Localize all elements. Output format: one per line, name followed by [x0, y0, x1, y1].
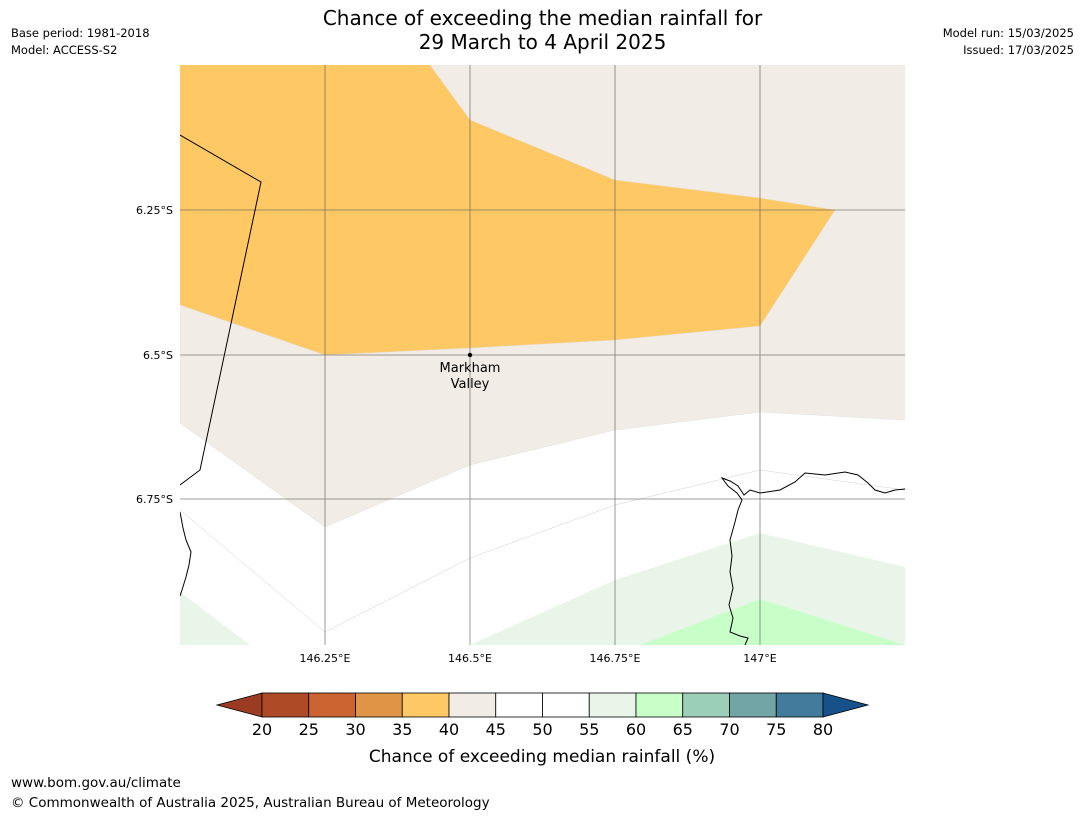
lat-label-6-25: 6.25°S — [136, 204, 173, 217]
base-period: Base period: 1981-2018 — [11, 26, 150, 40]
markham-valley-marker-icon — [467, 352, 473, 358]
footer-url: www.bom.gov.au/climate — [11, 775, 181, 791]
model-name: Model: ACCESS-S2 — [11, 43, 118, 57]
lat-label-6-5: 6.5°S — [143, 349, 173, 362]
colorbar-tick-label: 75 — [766, 720, 786, 739]
colorbar-cell — [401, 692, 450, 718]
lon-label-146-5: 146.5°E — [448, 652, 492, 665]
map-panel: Markham Valley — [180, 65, 905, 645]
colorbar-tick-label: 40 — [439, 720, 459, 739]
title-line-1: Chance of exceeding the median rainfall … — [322, 6, 763, 30]
colorbar-cell — [495, 692, 543, 718]
colorbar-cell — [588, 692, 637, 718]
contour-line-2 — [180, 411, 905, 528]
province-boundary — [180, 134, 262, 486]
colorbar-tick-label: 20 — [252, 720, 272, 739]
colorbar-cells — [261, 692, 824, 718]
colorbar-tick-label: 35 — [392, 720, 412, 739]
colorbar-cell — [542, 692, 590, 718]
issued-date: Issued: 17/03/2025 — [963, 43, 1074, 57]
title-line-2: 29 March to 4 April 2025 — [418, 30, 667, 54]
colorbar-tick-label: 80 — [813, 720, 833, 739]
lon-label-146-25: 146.25°E — [300, 652, 351, 665]
colorbar-cell — [308, 692, 356, 718]
colorbar-tick-label: 55 — [579, 720, 599, 739]
lon-label-146-75: 146.75°E — [590, 652, 641, 665]
colorbar-cell — [729, 692, 777, 718]
region-55-60-west — [180, 592, 250, 645]
colorbar-tick-label: 60 — [626, 720, 646, 739]
colorbar-over-arrow — [822, 692, 870, 718]
colorbar-cell — [682, 692, 730, 718]
footer-copyright: © Commonwealth of Australia 2025, Austra… — [11, 795, 490, 811]
lat-label-6-75: 6.75°S — [136, 493, 173, 506]
colorbar-cell — [355, 692, 403, 718]
coastline-east — [720, 471, 905, 645]
colorbar-tick-label: 25 — [299, 720, 319, 739]
map-title: Chance of exceeding the median rainfall … — [0, 6, 1085, 54]
region-60-65 — [640, 599, 905, 645]
place-label-line-2: Valley — [451, 377, 490, 392]
colorbar-tick-label: 30 — [345, 720, 365, 739]
colorbar-under-arrow — [215, 692, 263, 718]
coastline-west — [180, 511, 192, 597]
colorbar-cell — [448, 692, 497, 718]
colorbar-tick-label: 65 — [673, 720, 693, 739]
model-run: Model run: 15/03/2025 — [942, 26, 1074, 40]
meta-left: Base period: 1981-2018 Model: ACCESS-S2 — [11, 25, 150, 59]
colorbar-cell — [261, 692, 310, 718]
lon-label-147: 147°E — [743, 652, 776, 665]
contour-line-3 — [180, 65, 836, 356]
colorbar-cell — [775, 692, 824, 718]
colorbar-tick-label: 70 — [719, 720, 739, 739]
colorbar-cell — [635, 692, 684, 718]
place-label-line-1: Markham — [440, 361, 501, 376]
meta-right: Model run: 15/03/2025 Issued: 17/03/2025 — [943, 25, 1074, 59]
colorbar-tick-label: 50 — [532, 720, 552, 739]
colorbar: 20 25 30 35 40 45 50 55 60 65 70 75 80 Chance of exc… — [215, 692, 870, 767]
colorbar-label: Chance of exceeding median rainfall (%) — [369, 747, 715, 767]
colorbar-tick-label: 45 — [486, 720, 506, 739]
contour-line-1 — [180, 469, 905, 633]
colorbar-tick-labels: 20 25 30 35 40 45 50 55 60 65 70 75 80 — [252, 720, 833, 739]
